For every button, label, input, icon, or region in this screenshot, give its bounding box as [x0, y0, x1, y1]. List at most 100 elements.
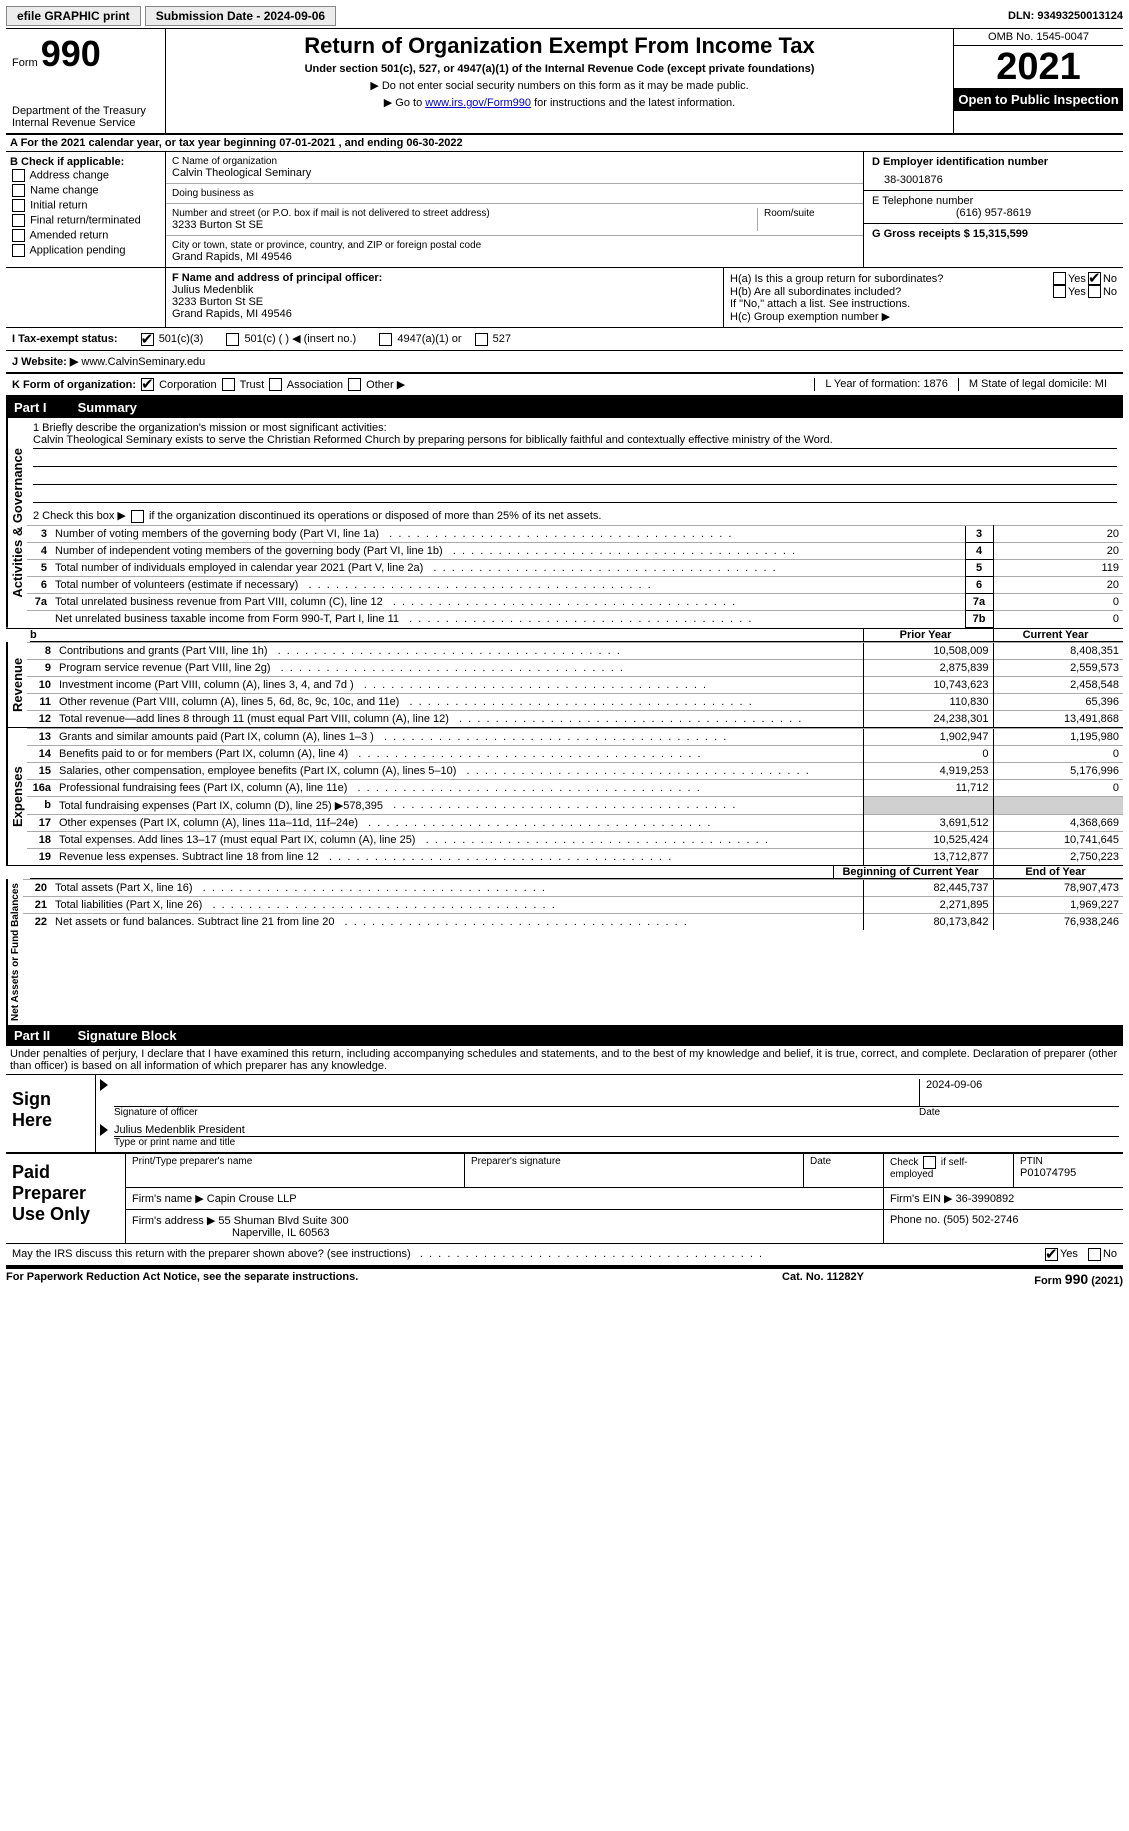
cb-527[interactable]	[475, 333, 488, 346]
gov-table: 3 Number of voting members of the govern…	[27, 525, 1123, 628]
cb-other[interactable]	[348, 378, 361, 391]
sig-officer-label: Signature of officer	[114, 1107, 919, 1118]
form-note2: ▶ Go to www.irs.gov/Form990 for instruct…	[174, 96, 945, 109]
website-label: J Website: ▶	[12, 356, 78, 368]
firm-name-label: Firm's name ▶	[132, 1193, 204, 1205]
arrow-icon-2	[100, 1124, 108, 1136]
gov-line: 3 Number of voting members of the govern…	[27, 525, 1123, 542]
room-label: Room/suite	[764, 208, 857, 219]
preparer-name-label: Print/Type preparer's name	[132, 1156, 458, 1167]
check-self: Check if self-employed	[890, 1157, 968, 1180]
summary-line: 14 Benefits paid to or for members (Part…	[27, 745, 1123, 762]
irs-link[interactable]: www.irs.gov/Form990	[425, 97, 531, 109]
ein-label: D Employer identification number	[872, 156, 1115, 168]
form-title: Return of Organization Exempt From Incom…	[174, 33, 945, 59]
summary-line: 21 Total liabilities (Part X, line 26) 2…	[23, 896, 1123, 913]
cb-group-yes[interactable]	[1053, 272, 1066, 285]
vlabel-netassets: Net Assets or Fund Balances	[6, 879, 23, 1025]
part1-title: Summary	[78, 400, 137, 415]
cb-discontinued[interactable]	[131, 510, 144, 523]
opt-527: 527	[493, 333, 511, 345]
gov-line: 4 Number of independent voting members o…	[27, 542, 1123, 559]
cb-corp[interactable]	[141, 378, 154, 391]
arrow-icon	[100, 1079, 108, 1091]
cb-4947[interactable]	[379, 333, 392, 346]
beg-year-header: Beginning of Current Year	[833, 866, 993, 878]
gross-receipts: G Gross receipts $ 15,315,599	[872, 228, 1115, 240]
lbl-final-return: Final return/terminated	[30, 214, 141, 226]
summary-line: 10 Investment income (Part VIII, column …	[27, 676, 1123, 693]
summary-line: 16a Professional fundraising fees (Part …	[27, 779, 1123, 796]
org-name-label: C Name of organization	[172, 156, 857, 167]
tax-year: 2021	[954, 46, 1123, 88]
summary-line: 18 Total expenses. Add lines 13–17 (must…	[27, 831, 1123, 848]
applicable-label: B Check if applicable:	[10, 156, 161, 168]
cb-app-pending[interactable]	[12, 244, 25, 257]
summary-line: b Total fundraising expenses (Part IX, c…	[27, 796, 1123, 814]
opt-501c3: 501(c)(3)	[159, 333, 204, 345]
h-b-label: H(b) Are all subordinates included?	[730, 286, 1051, 298]
part2-title: Signature Block	[78, 1028, 177, 1043]
firm-addr2: Naperville, IL 60563	[132, 1227, 877, 1239]
cb-discuss-yes[interactable]	[1045, 1248, 1058, 1261]
firm-phone: (505) 502-2746	[943, 1214, 1018, 1226]
cb-self-emp[interactable]	[923, 1156, 936, 1169]
firm-ein: 36-3990892	[956, 1193, 1015, 1205]
mission-text: Calvin Theological Seminary exists to se…	[33, 434, 1117, 449]
cb-sub-yes[interactable]	[1053, 285, 1066, 298]
vlabel-expenses: Expenses	[6, 728, 27, 865]
paid-preparer-label: Paid Preparer Use Only	[6, 1154, 126, 1243]
cb-sub-no[interactable]	[1088, 285, 1101, 298]
cb-501c[interactable]	[226, 333, 239, 346]
officer-addr2: Grand Rapids, MI 49546	[172, 308, 717, 320]
gov-line: 7a Total unrelated business revenue from…	[27, 593, 1123, 610]
h-a-label: H(a) Is this a group return for subordin…	[730, 273, 1051, 285]
firm-addr1: 55 Shuman Blvd Suite 300	[218, 1215, 348, 1227]
cb-initial-return[interactable]	[12, 199, 25, 212]
lbl-amended: Amended return	[29, 229, 108, 241]
cb-discuss-no[interactable]	[1088, 1248, 1101, 1261]
cb-trust[interactable]	[222, 378, 235, 391]
cb-assoc[interactable]	[269, 378, 282, 391]
line2-prefix: 2 Check this box ▶	[33, 510, 126, 522]
vlabel-activities: Activities & Governance	[6, 418, 27, 628]
tax-period: A For the 2021 calendar year, or tax yea…	[6, 135, 1123, 152]
efile-button[interactable]: efile GRAPHIC print	[6, 6, 141, 26]
summary-line: 22 Net assets or fund balances. Subtract…	[23, 913, 1123, 930]
submission-date: Submission Date - 2024-09-06	[145, 6, 336, 26]
summary-line: 8 Contributions and grants (Part VIII, l…	[27, 642, 1123, 659]
current-year-header: Current Year	[993, 629, 1123, 641]
gov-line: Net unrelated business taxable income fr…	[27, 610, 1123, 627]
preparer-sig-label: Preparer's signature	[471, 1156, 797, 1167]
cb-name-change[interactable]	[12, 184, 25, 197]
opt-assoc: Association	[287, 379, 343, 391]
cb-group-no[interactable]	[1088, 272, 1101, 285]
firm-addr-label: Firm's address ▶	[132, 1215, 215, 1227]
cb-address-change[interactable]	[12, 169, 25, 182]
opt-other: Other ▶	[366, 379, 405, 391]
cb-amended[interactable]	[12, 229, 25, 242]
city-label: City or town, state or province, country…	[172, 240, 481, 251]
org-name: Calvin Theological Seminary	[172, 167, 857, 179]
officer-printed-name: Julius Medenblik President	[114, 1124, 1119, 1137]
prior-year-header: Prior Year	[863, 629, 993, 641]
website-value: www.CalvinSeminary.edu	[81, 356, 205, 368]
date-label2: Date	[810, 1156, 877, 1167]
address: 3233 Burton St SE	[172, 219, 757, 231]
summary-line: 11 Other revenue (Part VIII, column (A),…	[27, 693, 1123, 710]
opt-501c: 501(c) ( ) ◀ (insert no.)	[244, 333, 356, 345]
officer-label: F Name and address of principal officer:	[172, 272, 717, 284]
sign-here-label: Sign Here	[6, 1075, 96, 1152]
summary-line: 9 Program service revenue (Part VIII, li…	[27, 659, 1123, 676]
footer-right: Form 990 (2021)	[923, 1271, 1123, 1287]
dba-label: Doing business as	[172, 188, 254, 199]
firm-ein-label: Firm's EIN ▶	[890, 1193, 953, 1205]
ptin: P01074795	[1020, 1167, 1117, 1179]
cb-501c3[interactable]	[141, 333, 154, 346]
cb-final-return[interactable]	[12, 214, 25, 227]
phone: (616) 957-8619	[872, 207, 1115, 219]
opt-4947: 4947(a)(1) or	[397, 333, 461, 345]
ein: 38-3001876	[872, 168, 1115, 186]
lbl-address-change: Address change	[29, 169, 109, 181]
sig-date: 2024-09-06	[919, 1079, 1119, 1106]
